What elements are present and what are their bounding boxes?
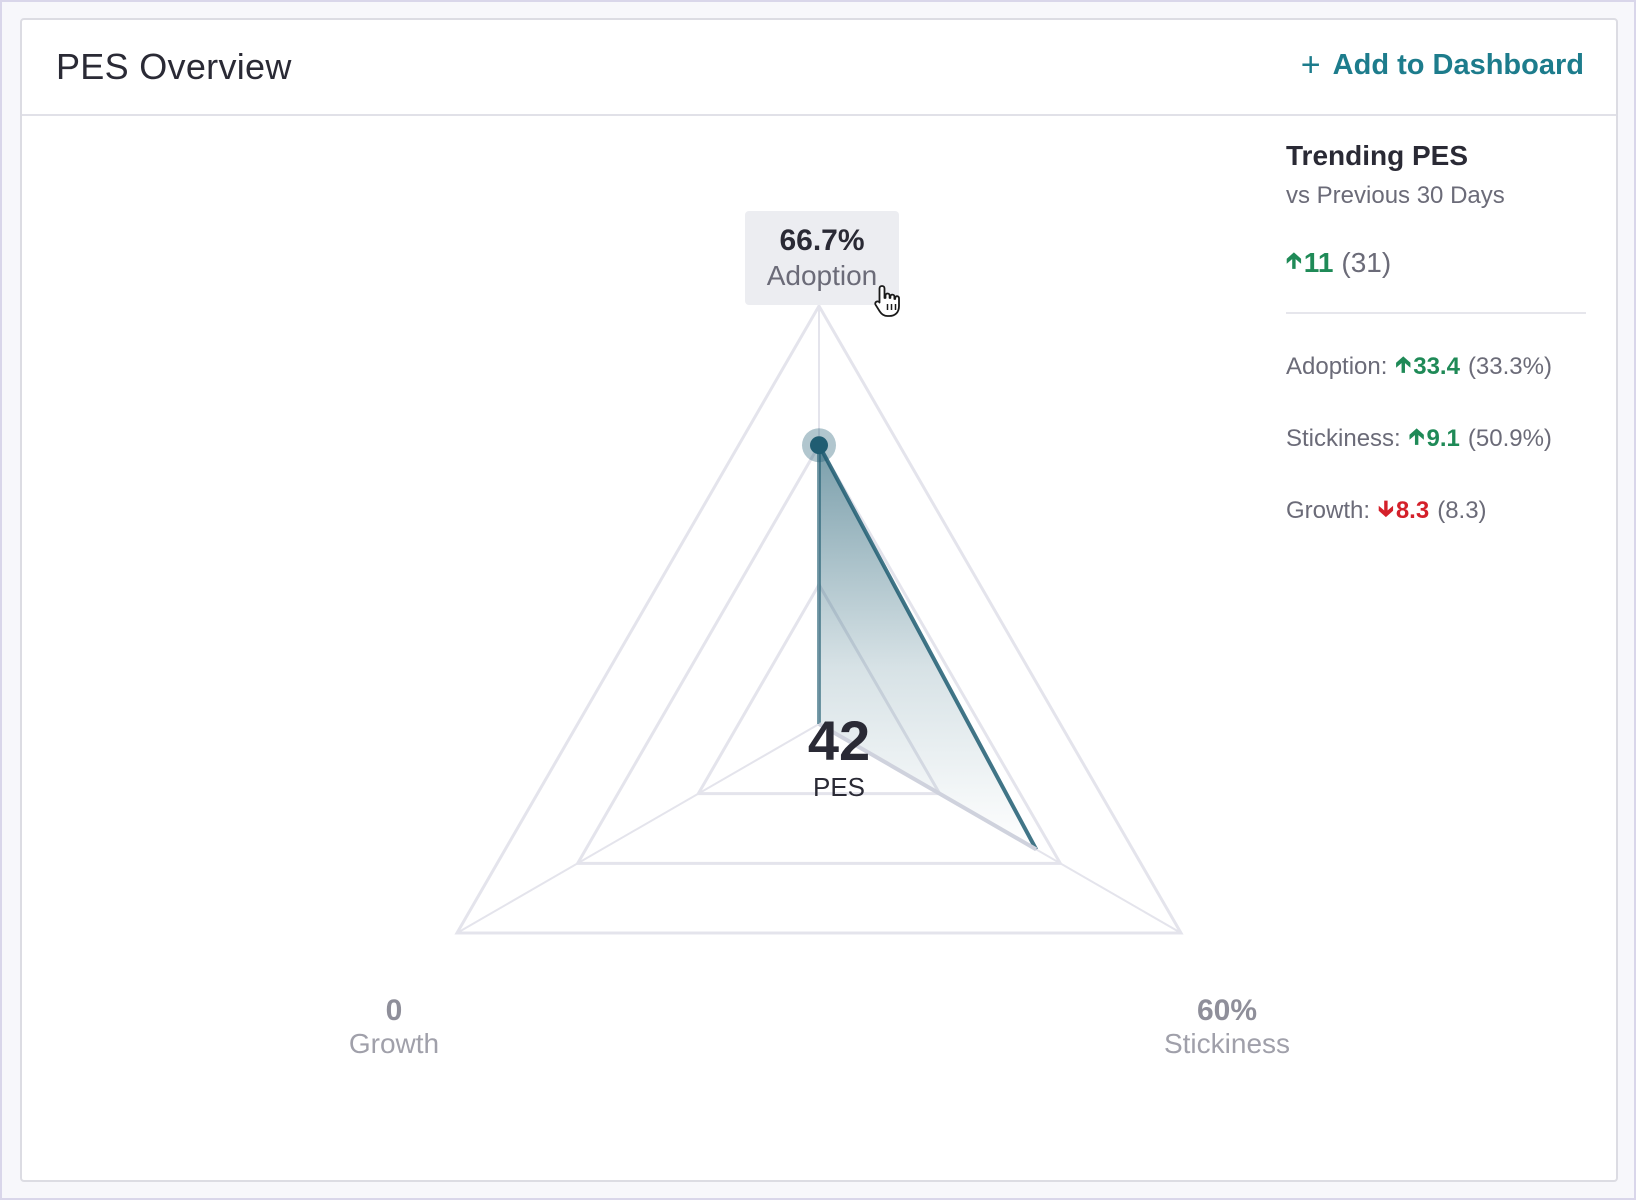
card-header: PES Overview + Add to Dashboard (22, 20, 1616, 116)
pes-score-label: PES (812, 772, 866, 802)
metric-label: Growth: (1286, 497, 1371, 524)
stickiness-axis-label: Stickiness (1163, 1028, 1291, 1059)
trending-panel: Trending PES vs Previous 30 Days 🡱 11 (3… (1286, 118, 1596, 530)
series-edge (817, 722, 1038, 852)
metric-label: Stickiness: (1286, 425, 1401, 452)
adoption-tooltip: 66.7% Adoption (745, 211, 899, 305)
axis-spoke (456, 723, 820, 934)
metric-previous: (50.9%) (1467, 425, 1552, 452)
metric-previous: (8.3) (1437, 497, 1487, 524)
metric-change: 8.3 (1395, 497, 1430, 524)
metric-row-growth: Growth: 🡳 8.3 (8.3) (1286, 492, 1596, 530)
pes-overview-card: PES Overview + Add to Dashboard (20, 18, 1618, 1182)
pes-score: 42 (807, 709, 871, 772)
arrow-up-icon: 🡱 (1408, 424, 1425, 449)
grid-ring (454, 303, 1184, 935)
tooltip-label: Adoption (766, 260, 878, 291)
metric-label: Adoption: (1286, 353, 1388, 380)
series-edge (817, 444, 1038, 851)
grid-ring (575, 442, 1063, 865)
add-to-dashboard-button[interactable]: + Add to Dashboard (1301, 48, 1584, 82)
growth-axis-value: 0 (385, 994, 403, 1027)
metric-change: 9.1 (1426, 425, 1460, 452)
stickiness-axis-value: 60% (1196, 994, 1258, 1027)
metric-previous: (33.3%) (1467, 353, 1552, 380)
adoption-point (810, 436, 828, 455)
growth-axis-label: Growth (348, 1028, 440, 1059)
radar-chart-svg (454, 303, 1184, 935)
trending-previous: (31) (1341, 247, 1392, 278)
arrow-up-icon: 🡱 (1286, 248, 1302, 273)
trending-change-row: 🡱 11 (31) (1286, 244, 1596, 282)
arrow-down-icon: 🡳 (1378, 496, 1394, 521)
hand-pointer-cursor-icon (874, 285, 900, 317)
arrow-up-icon: 🡱 (1395, 352, 1412, 377)
trending-title: Trending PES (1286, 140, 1469, 171)
metric-row-stickiness: Stickiness: 🡱 9.1 (50.9%) (1286, 420, 1596, 458)
trending-subtitle: vs Previous 30 Days (1286, 182, 1505, 209)
add-to-dashboard-label: Add to Dashboard (1332, 48, 1584, 81)
metric-change: 33.4 (1413, 353, 1460, 380)
series-area (819, 445, 1037, 850)
divider (1286, 312, 1586, 314)
tooltip-value: 66.7% (779, 224, 865, 257)
plus-icon: + (1300, 46, 1321, 84)
card-title: PES Overview (56, 46, 292, 87)
metric-row-adoption: Adoption: 🡱 33.4 (33.3%) (1286, 348, 1596, 386)
trending-change: 11 (1303, 247, 1334, 278)
radar-chart: 66.7% Adoption 42 PES 0 Growth 60% Stick… (22, 118, 1290, 1178)
